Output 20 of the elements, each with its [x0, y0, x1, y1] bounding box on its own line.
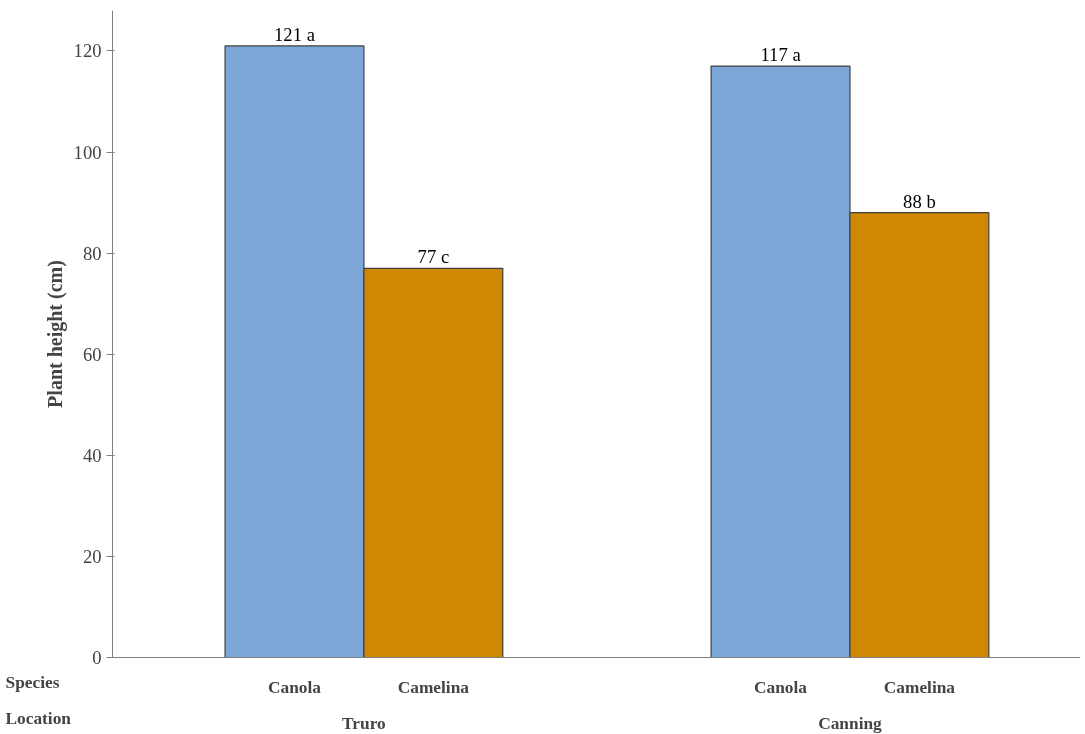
- y-tick-label: 100: [73, 141, 102, 163]
- text: Canola: [754, 677, 808, 697]
- text: Camelina: [883, 677, 956, 697]
- series-label: Canola: [268, 677, 322, 697]
- data-label: 88 b: [903, 190, 936, 212]
- text: Location: [5, 709, 72, 728]
- y-axis-title: Plant height (cm): [43, 260, 67, 408]
- y-tick-label: 120: [73, 40, 102, 62]
- y-tick-label: 0: [92, 647, 102, 668]
- data-label: 77 c: [417, 246, 450, 268]
- data-label: 121 a: [274, 23, 316, 45]
- data-label: 117 a: [760, 44, 802, 66]
- series-label: Camelina: [397, 677, 470, 697]
- x-tick-label: Truro: [342, 713, 386, 733]
- y-tick-label: 20: [82, 545, 102, 567]
- y-tick-label: 40: [82, 444, 102, 466]
- text: Species: [5, 673, 60, 692]
- x-tick-label: Canning: [818, 713, 883, 733]
- y-tick-label: 60: [82, 343, 102, 365]
- y-tick-label: 80: [82, 242, 102, 264]
